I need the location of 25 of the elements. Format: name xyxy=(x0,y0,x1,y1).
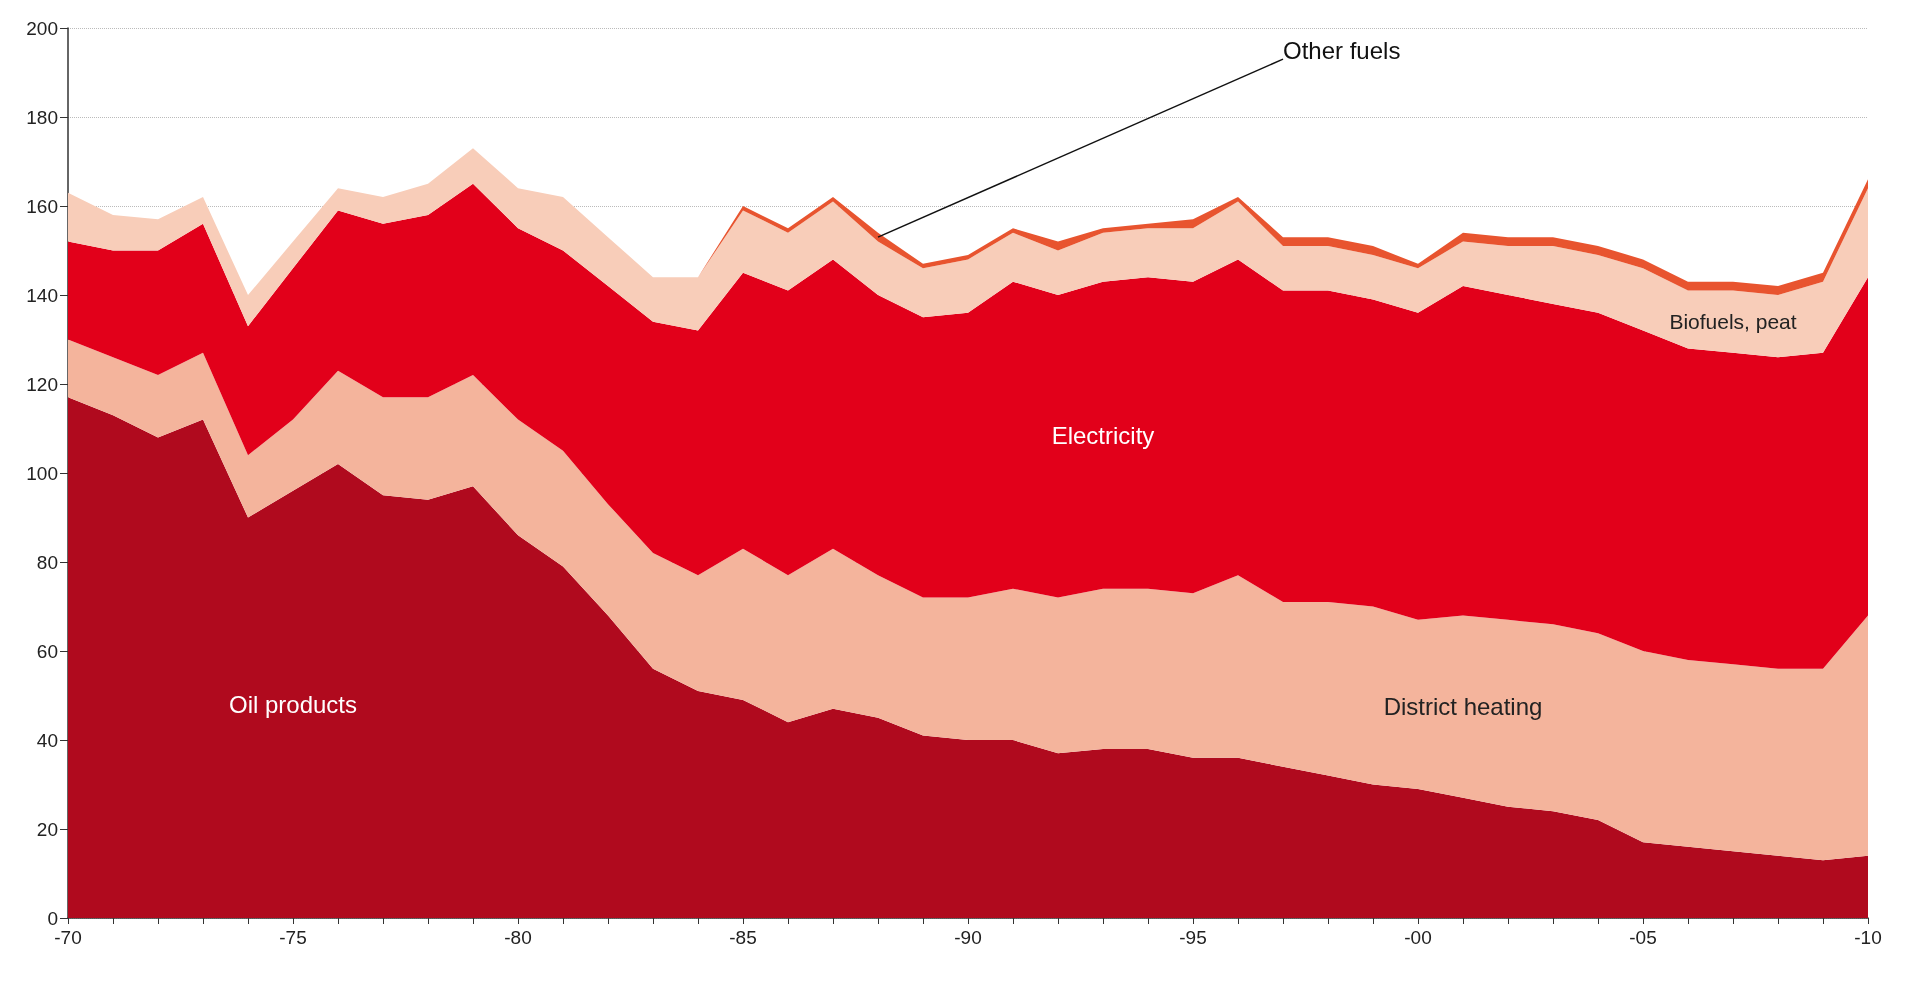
y-tick-label: 140 xyxy=(26,284,58,306)
y-tick-label: 40 xyxy=(36,729,58,751)
x-tick-label: -10 xyxy=(1854,927,1882,948)
y-tick-label: 100 xyxy=(26,462,58,484)
x-tick-label: -70 xyxy=(54,927,82,948)
series-label: Electricity xyxy=(1051,421,1155,449)
x-tick-label: -85 xyxy=(729,927,757,948)
y-tick-label: 80 xyxy=(36,551,58,573)
x-tick-label: -95 xyxy=(1179,927,1207,948)
y-tick-label: 180 xyxy=(26,106,58,128)
y-tick-label: 160 xyxy=(26,195,58,217)
series-label: District heating xyxy=(1383,693,1543,721)
x-tick-label: -75 xyxy=(279,927,307,948)
y-tick-label: 0 xyxy=(47,907,58,929)
y-tick-label: 20 xyxy=(36,818,58,840)
series-label: Biofuels, peat xyxy=(1669,310,1797,334)
text: Other fuels xyxy=(1283,36,1401,64)
x-tick-label: -80 xyxy=(504,927,532,948)
series-label: Oil products xyxy=(228,690,358,718)
y-tick-label: 60 xyxy=(36,640,58,662)
x-tick-label: -05 xyxy=(1629,927,1657,948)
x-tick-label: -00 xyxy=(1404,927,1432,948)
x-tick-label: -90 xyxy=(954,927,982,948)
y-tick-label: 120 xyxy=(26,373,58,395)
y-tick-label: 200 xyxy=(26,17,58,39)
